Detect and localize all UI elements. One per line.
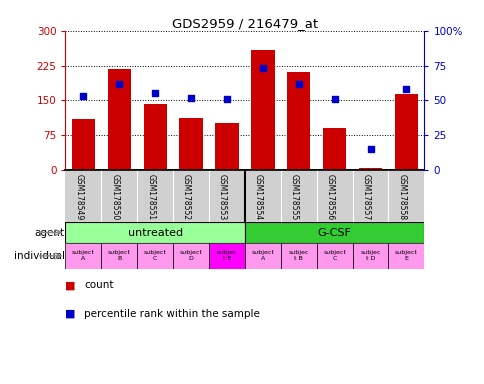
Text: individual: individual [14,251,65,261]
Text: GSM178551: GSM178551 [146,174,155,220]
Point [187,94,195,101]
Bar [322,128,346,170]
Text: GSM178558: GSM178558 [396,174,406,220]
Text: ■: ■ [65,280,76,290]
Point [115,81,123,87]
Point [223,96,230,102]
Text: subject
D: subject D [179,250,202,262]
Text: subject
A: subject A [251,250,274,262]
Point [402,86,409,92]
Text: G-CSF: G-CSF [317,227,351,238]
Text: subjec
t B: subjec t B [288,250,308,262]
Bar [287,73,310,170]
Text: GSM178555: GSM178555 [289,174,298,220]
Text: GSM178552: GSM178552 [182,174,191,220]
Bar [101,243,137,269]
Text: subjec
t D: subjec t D [360,250,380,262]
Text: GSM178553: GSM178553 [217,174,227,220]
Bar [107,69,131,170]
Text: GSM178556: GSM178556 [325,174,334,220]
Bar [209,243,244,269]
Text: percentile rank within the sample: percentile rank within the sample [84,309,259,319]
Text: count: count [84,280,113,290]
Point [330,96,338,102]
Text: agent: agent [34,227,65,238]
Text: GSM178549: GSM178549 [74,174,83,220]
Bar [215,124,238,170]
Text: GSM178550: GSM178550 [110,174,119,220]
Bar [179,118,202,170]
Text: GSM178557: GSM178557 [361,174,370,220]
Bar [143,104,166,170]
Text: ■: ■ [65,309,76,319]
Bar [72,119,95,170]
Point [79,93,87,99]
Text: subjec
t E: subjec t E [216,250,237,262]
Title: GDS2959 / 216479_at: GDS2959 / 216479_at [171,17,318,30]
Bar [65,243,101,269]
Point [151,90,159,96]
Point [258,65,266,71]
Point [366,146,374,152]
Bar [358,167,381,170]
Bar [251,50,274,170]
Bar [280,243,316,269]
Bar [173,243,209,269]
Text: subject
C: subject C [322,250,346,262]
Text: subject
B: subject B [107,250,131,262]
Text: subject
A: subject A [72,250,95,262]
Text: untreated: untreated [127,227,182,238]
Bar [394,94,417,170]
Bar [316,243,352,269]
Bar [65,222,244,243]
Text: subject
C: subject C [143,250,166,262]
Point [294,81,302,87]
Bar [388,243,424,269]
Text: GSM178554: GSM178554 [253,174,262,220]
Bar [352,243,388,269]
Bar [137,243,173,269]
Bar [244,222,424,243]
Text: subject
E: subject E [394,250,417,262]
Bar [244,243,280,269]
